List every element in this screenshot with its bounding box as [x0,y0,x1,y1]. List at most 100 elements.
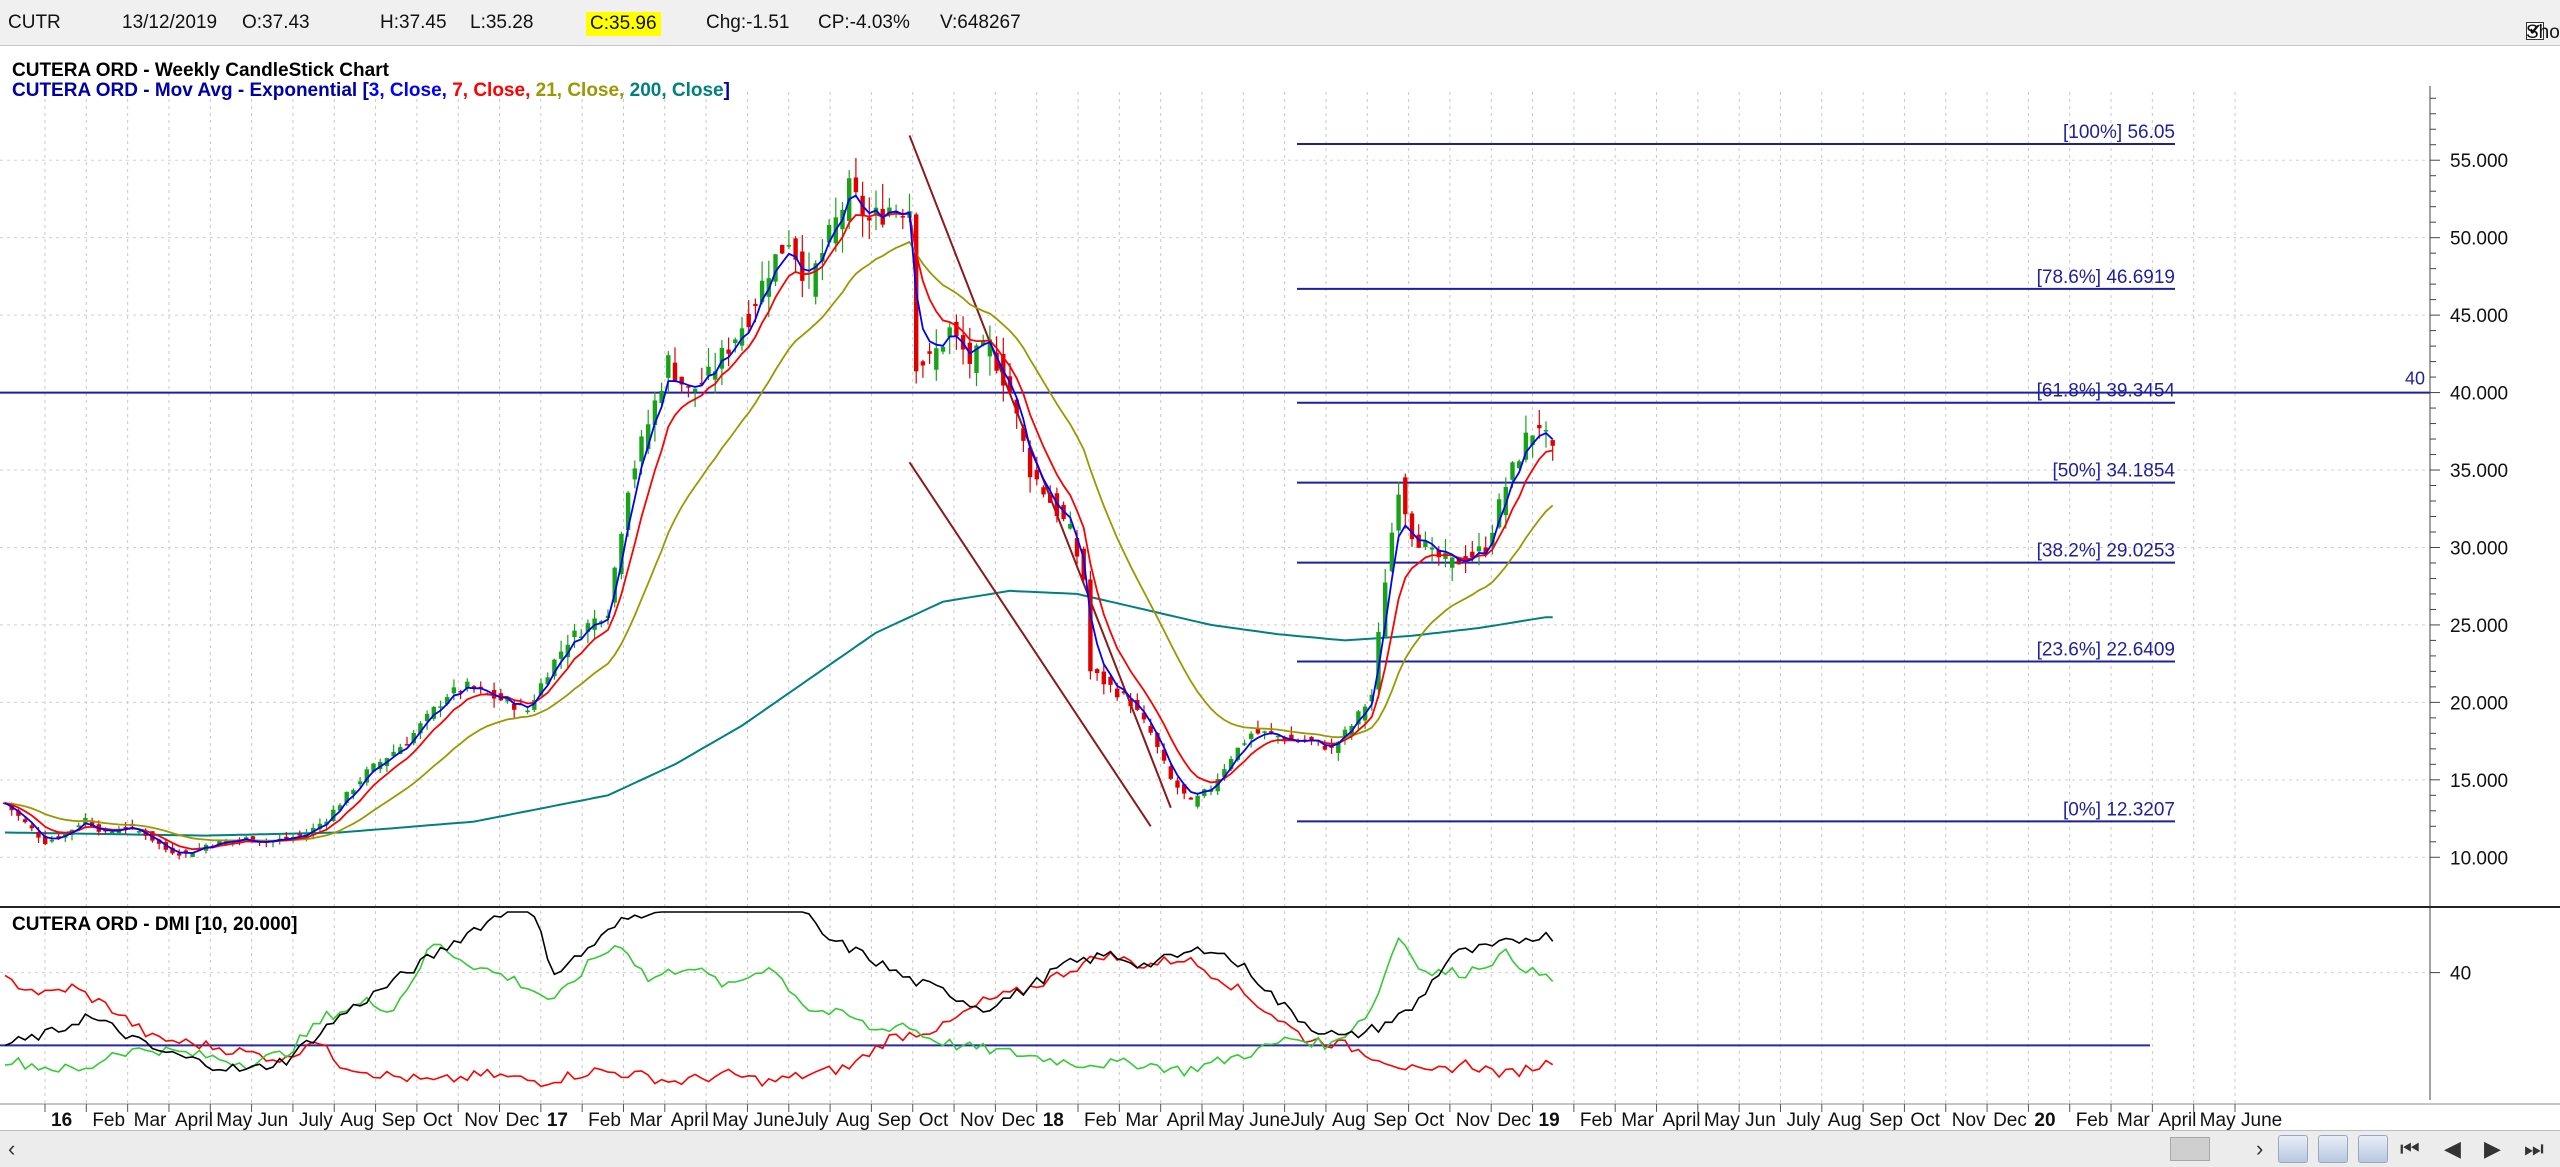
candle-body [438,706,443,708]
candle-body [853,177,859,193]
candle-body [632,468,637,480]
candle-body [1470,551,1475,558]
candle-body [572,630,577,638]
nav-next-icon[interactable]: ▶ [2484,1136,2501,1161]
x-tick-label: Mar [629,1110,662,1130]
candle-body [1523,432,1529,460]
candle-body [800,251,805,281]
candle-body [398,747,403,755]
candle-body [545,677,550,685]
candle-body [1175,780,1180,788]
x-tick-label: Aug [1332,1110,1366,1130]
candle-body [826,224,832,243]
x-tick-label: Feb [92,1110,125,1130]
scroll-right-arrow-icon[interactable]: › [2256,1136,2264,1161]
candle-body [431,706,436,719]
x-tick-label: Nov [464,1110,498,1130]
candle-body [1202,789,1207,796]
candle-body [538,683,544,696]
scrollbar-thumb[interactable] [2170,1137,2210,1161]
candle-body [16,810,21,816]
candle-body [43,835,48,845]
price-panel: [100%] 56.05 [78.6%] 46.6919 [61.8%] 39.34… [0,86,2508,906]
grid-lines [0,92,2430,1104]
high-value: H:37.45 [380,12,447,33]
candle-body [49,839,55,842]
nav-first-icon[interactable]: ⏮ [2400,1136,2420,1161]
x-tick-label: Oct [423,1110,453,1130]
x-tick-label: May [1704,1110,1740,1130]
candle-body [1262,731,1267,733]
candle-body [994,352,999,371]
show-last-toggle[interactable]: ✔ Show Last [2526,10,2560,43]
scroll-left-arrow-icon[interactable]: ‹ [8,1136,16,1161]
nav-prev-icon[interactable]: ◀ [2444,1136,2461,1161]
ma-legend-part-4: 200, Close [630,80,724,101]
candle-body [29,825,34,829]
candle-body [170,847,175,854]
candle-body [1255,728,1261,734]
candle-body [666,355,671,378]
candle-body [974,345,979,373]
x-tick-label: Feb [588,1110,621,1130]
candle-body [639,436,644,462]
candle-body [820,253,825,262]
candle-body [1155,733,1160,747]
candle-body [324,821,329,825]
x-tick-label: April [1167,1110,1205,1130]
candle-body [1416,534,1421,548]
candle-body [1396,494,1401,531]
x-tick-label: 18 [1043,1110,1064,1130]
x-tick-label: Oct [919,1110,949,1130]
chart-tool-1-icon[interactable] [2278,1135,2308,1163]
candle-body [1041,487,1046,495]
x-tick-label: May [216,1110,252,1130]
candle-body [1275,735,1281,738]
x-tick-label: Feb [2076,1110,2109,1130]
candle-body [136,831,142,833]
price-tick-label: 15.000 [2450,771,2508,792]
candle-body [1195,795,1200,807]
candle-body [1141,712,1147,720]
candle-body [1329,746,1334,748]
candle-body [1249,733,1254,739]
chart-scrollbar[interactable]: ‹ › ⏮ ◀ ▶ ⏭ [0,1130,2560,1167]
candle-body [934,348,939,370]
price-tick-label: 35.000 [2450,461,2508,482]
candle-body [813,263,818,297]
candle-body [110,831,115,834]
x-tick-label: Dec [1993,1110,2027,1130]
show-last-checkbox[interactable]: ✔ [2526,22,2544,40]
candle-body [1094,669,1100,674]
show-last-label: Show Last [2526,22,2560,43]
x-tick-label: Dec [1497,1110,1531,1130]
price-tick-label: 55.000 [2450,151,2508,172]
candle-body [699,382,704,385]
chart-tool-3-icon[interactable] [2358,1135,2388,1163]
x-tick-label: Mar [134,1110,167,1130]
ma-legend-part-3: 21, Close, [536,80,630,101]
candle-body [719,347,725,369]
x-tick-label: Sep [1373,1110,1407,1130]
chart-area[interactable]: [100%] 56.05 [78.6%] 46.6919 [61.8%] 39.34… [0,46,2560,1130]
close-value: C:35.96 [586,12,661,36]
candle-body [940,346,946,352]
candle-body [927,351,932,354]
chart-tool-2-icon[interactable] [2318,1135,2348,1163]
candle-body [887,207,892,214]
candle-body [552,659,557,677]
x-tick-label: Nov [960,1110,994,1130]
candle-body [739,328,745,346]
price-tick-label: 50.000 [2450,229,2508,250]
x-tick-label: May [712,1110,748,1130]
candle-body [987,339,993,357]
candle-body [1309,736,1314,740]
x-tick-label: Nov [1952,1110,1986,1130]
nav-last-icon[interactable]: ⏭ [2524,1136,2544,1161]
x-tick-label: Sep [1869,1110,1903,1130]
candle-body [1530,435,1535,446]
x-tick-label: 19 [1539,1110,1560,1130]
candle-body [177,853,182,856]
candle-body [1115,688,1120,698]
candle-body [1503,487,1508,516]
